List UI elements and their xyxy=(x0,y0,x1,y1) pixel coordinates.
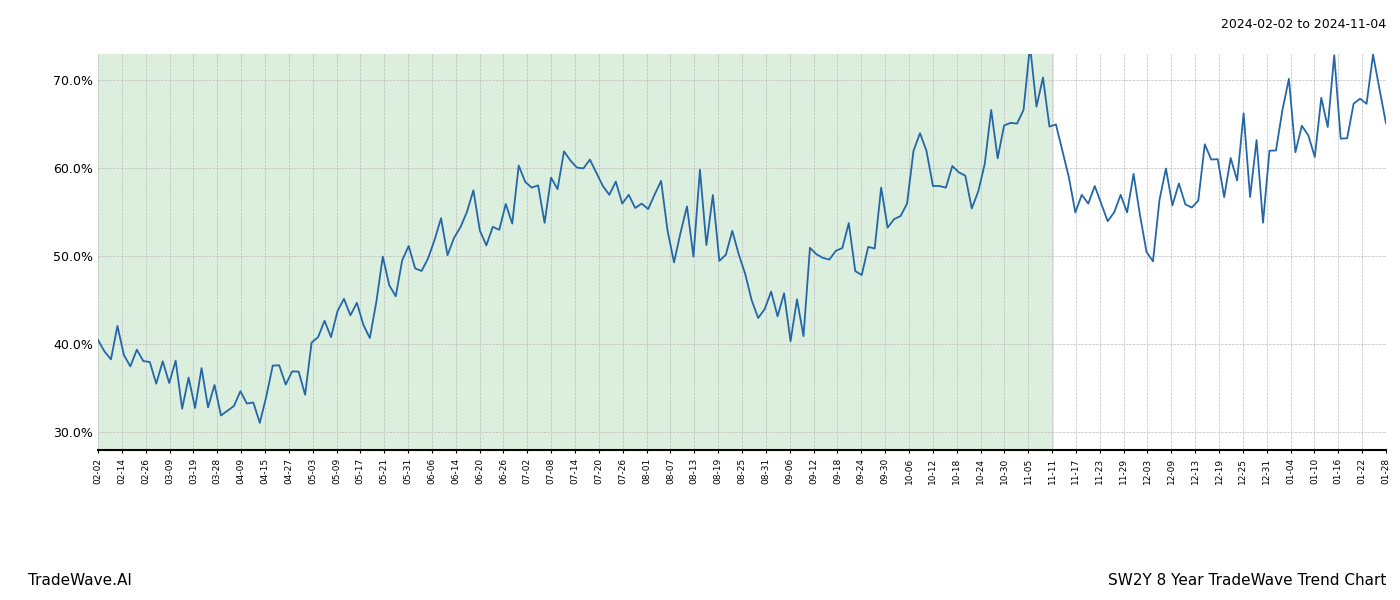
Text: 2024-02-02 to 2024-11-04: 2024-02-02 to 2024-11-04 xyxy=(1221,18,1386,31)
Bar xyxy=(98,54,1054,450)
Text: TradeWave.AI: TradeWave.AI xyxy=(28,573,132,588)
Text: SW2Y 8 Year TradeWave Trend Chart: SW2Y 8 Year TradeWave Trend Chart xyxy=(1107,573,1386,588)
